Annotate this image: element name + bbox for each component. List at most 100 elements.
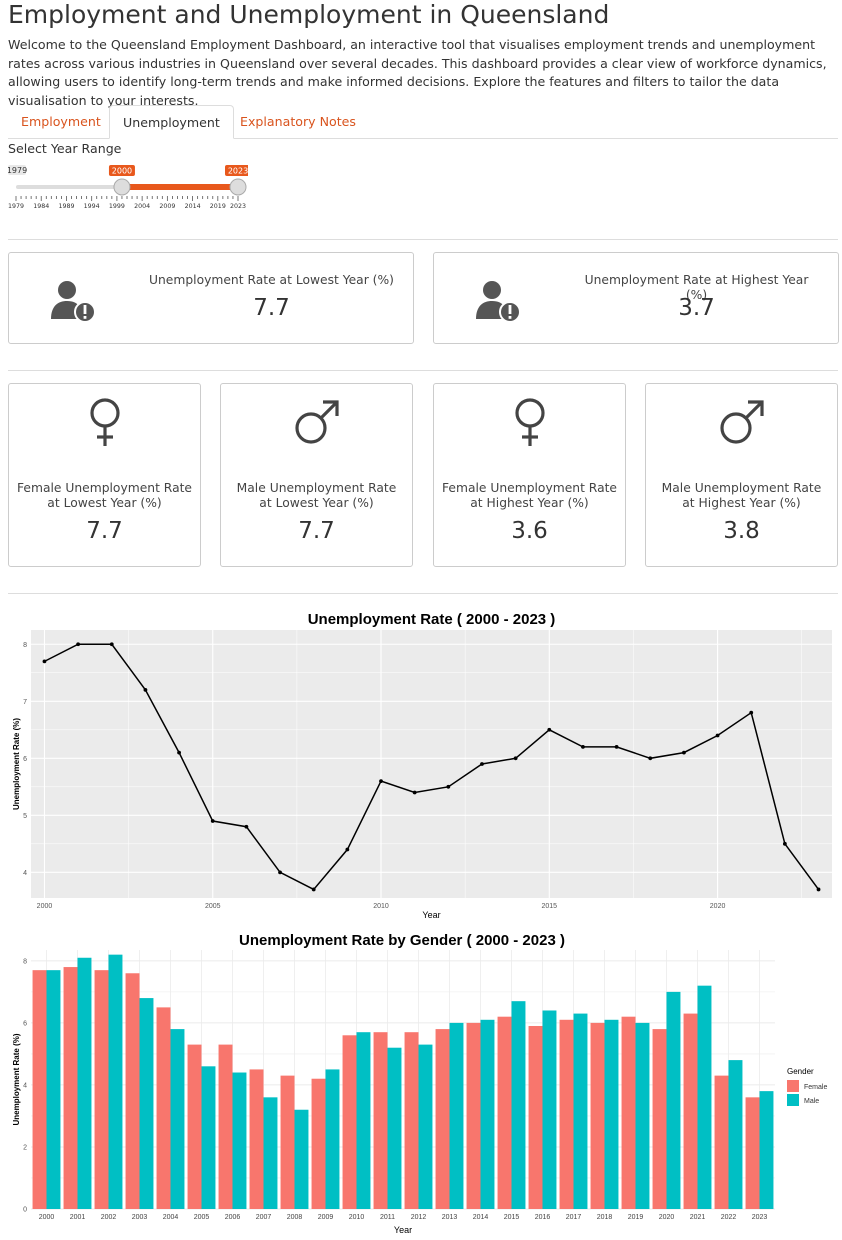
bar-female [683, 1013, 698, 1209]
chart-title: Unemployment Rate ( 2000 - 2023 ) [308, 611, 556, 628]
x-tick-label: 2010 [373, 903, 389, 910]
legend-key [787, 1094, 799, 1106]
bar-female [466, 1022, 481, 1209]
data-point [76, 642, 81, 647]
x-axis-label: Year [422, 910, 440, 920]
legend-key [787, 1080, 799, 1092]
bar-female [218, 1044, 233, 1209]
data-point [480, 762, 484, 766]
data-point [143, 687, 148, 692]
x-tick-label: 2010 [349, 1214, 365, 1221]
slider-tick-label: 2009 [159, 203, 175, 210]
slider-tick-label: 2023 [230, 203, 246, 210]
bar-male [728, 1060, 743, 1209]
x-tick-label: 2011 [380, 1214, 395, 1221]
gender-label-line1: Male Unemployment Rate [236, 481, 397, 495]
x-tick-label: 2000 [39, 1214, 55, 1221]
y-tick-label: 7 [23, 699, 27, 706]
data-point [379, 779, 383, 784]
bar-female [342, 1035, 357, 1209]
y-axis-label: Unemployment Rate (%) [12, 718, 21, 810]
x-tick-label: 2016 [535, 1214, 551, 1221]
legend-label: Male [804, 1098, 819, 1105]
y-tick-label: 0 [23, 1207, 27, 1214]
summary-value: 3.7 [678, 295, 715, 321]
data-point [446, 784, 451, 789]
x-tick-label: 2007 [256, 1214, 272, 1221]
slider-tick-label: 1984 [33, 203, 49, 210]
gender-box-male-lowest: Male Unemployment Rate at Lowest Year (%… [220, 383, 413, 567]
bar-male [542, 1010, 557, 1209]
bar-male [77, 957, 92, 1209]
slider-selected-range [121, 184, 238, 190]
user-alert-icon [476, 281, 521, 323]
tab-bar: Employment Unemployment Explanatory Note… [8, 105, 838, 139]
page-title: Employment and Unemployment in Queenslan… [8, 0, 610, 29]
data-point [682, 750, 686, 755]
data-point [244, 824, 249, 829]
bar-male [263, 1097, 278, 1209]
x-tick-label: 2020 [710, 903, 726, 910]
x-tick-label: 2015 [542, 903, 558, 910]
bar-female [745, 1097, 760, 1209]
x-tick-label: 2017 [566, 1214, 582, 1221]
summary-label: Unemployment Rate at Highest Year (%) [584, 273, 809, 302]
slider-to-handle[interactable] [229, 178, 247, 196]
bar-female [590, 1022, 605, 1209]
x-tick-label: 2023 [752, 1214, 768, 1221]
slider-from-handle[interactable] [113, 178, 131, 196]
female-icon [90, 398, 120, 446]
y-tick-label: 6 [23, 1020, 27, 1027]
summary-box-highest: Unemployment Rate at Highest Year (%) 3.… [433, 252, 839, 344]
bar-male [604, 1019, 619, 1209]
bar-male [511, 1001, 526, 1209]
legend-label: Female [804, 1084, 827, 1091]
bar-male [46, 970, 61, 1209]
unemployment-gender-bar-chart: Unemployment Rate by Gender ( 2000 - 202… [12, 932, 827, 1235]
y-tick-label: 6 [23, 756, 27, 763]
y-tick-label: 4 [23, 1082, 27, 1089]
summary-label: Unemployment Rate at Lowest Year (%) [149, 273, 394, 287]
y-tick-label: 8 [23, 958, 27, 965]
bar-male [418, 1044, 433, 1209]
gender-label-line2: at Highest Year (%) [682, 496, 801, 510]
tab-employment[interactable]: Employment [21, 114, 101, 129]
data-point [749, 710, 754, 715]
slider-min-badge [8, 165, 26, 175]
slider-from-badge [108, 165, 135, 176]
intro-text: Welcome to the Queensland Employment Das… [8, 37, 827, 108]
divider [8, 239, 838, 240]
gender-label-line2: at Lowest Year (%) [47, 496, 162, 510]
bar-male [666, 991, 681, 1209]
year-range-slider[interactable]: 1979 2000 2023 1979 1984 1989 1994 1999 2004 2009… [8, 160, 248, 212]
data-point [311, 887, 316, 892]
divider [8, 370, 838, 371]
bar-male [449, 1022, 464, 1209]
x-tick-label: 2006 [225, 1214, 241, 1221]
bar-female [311, 1078, 326, 1209]
summary-box-lowest: Unemployment Rate at Lowest Year (%) 7.7 [8, 252, 414, 344]
y-tick-label: 2 [23, 1144, 27, 1151]
bar-female [714, 1075, 729, 1209]
slider-tick-label: 1999 [109, 203, 125, 210]
bar-female [652, 1029, 667, 1209]
tab-unemployment[interactable]: Unemployment [109, 105, 234, 139]
gender-label-line1: Male Unemployment Rate [661, 481, 822, 495]
gender-label-line2: at Lowest Year (%) [259, 496, 374, 510]
legend-title: Gender [787, 1067, 814, 1076]
data-point [278, 870, 282, 875]
x-tick-label: 2013 [442, 1214, 458, 1221]
x-tick-label: 2002 [101, 1214, 117, 1221]
data-point [412, 790, 417, 795]
bar-male [294, 1109, 309, 1209]
y-axis-label: Unemployment Rate (%) [12, 1033, 21, 1125]
tab-explanatory-notes[interactable]: Explanatory Notes [240, 114, 356, 129]
x-tick-label: 2001 [70, 1214, 86, 1221]
unemployment-line-chart: Unemployment Rate ( 2000 - 2023 ) 4 5 6 7 8 20… [12, 611, 832, 920]
bar-female [32, 970, 47, 1209]
y-tick-label: 4 [23, 870, 27, 877]
slider-to-badge [225, 165, 248, 176]
slider-min-label: 1979 [8, 166, 27, 175]
summary-value: 7.7 [253, 295, 290, 321]
data-point [614, 744, 619, 749]
